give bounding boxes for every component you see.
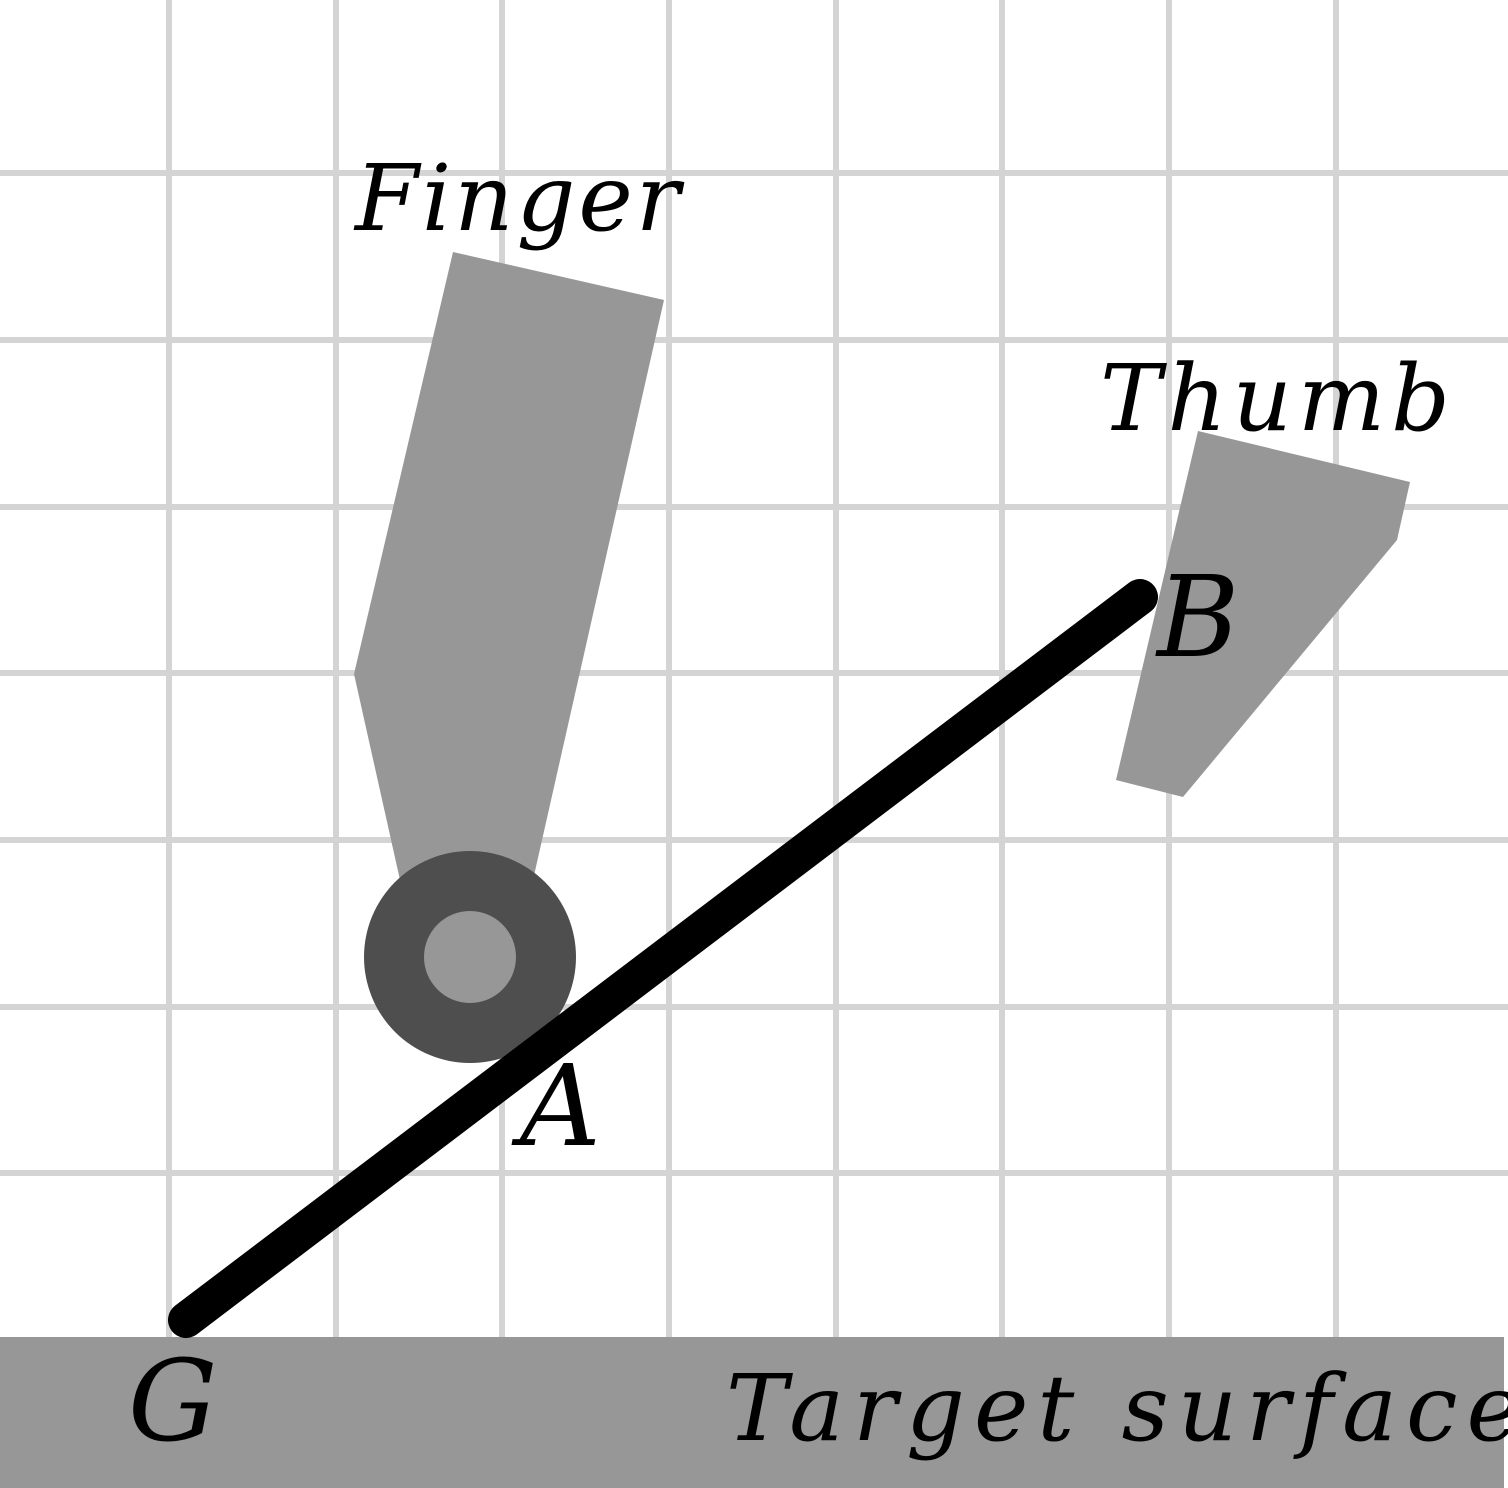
- point-b-label: B: [1155, 553, 1239, 683]
- point-a-label: A: [511, 1042, 601, 1172]
- finger: [354, 252, 664, 880]
- grid: [0, 0, 1508, 1340]
- thumb: [1116, 431, 1410, 797]
- thumb-label: Thumb: [1100, 345, 1456, 452]
- target-surface: [0, 1337, 1504, 1488]
- finger-label: Finger: [353, 145, 685, 252]
- rod: [168, 579, 1158, 1338]
- surface-label: Target surface: [726, 1355, 1508, 1462]
- finger-pivot-inner: [424, 911, 516, 1003]
- point-g-label: G: [128, 1337, 217, 1467]
